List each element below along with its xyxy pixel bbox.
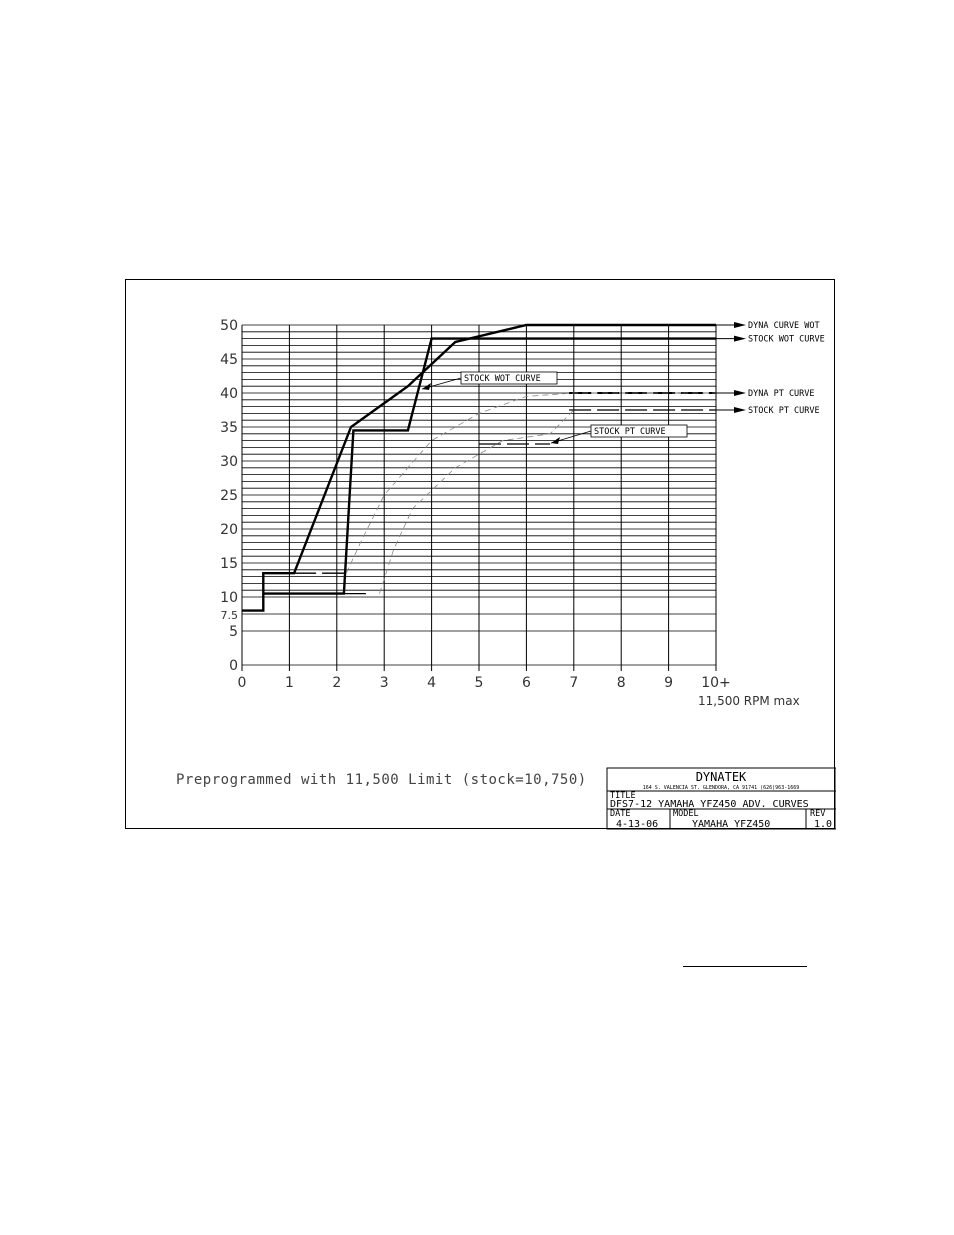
y-tick-label: 35 (220, 420, 238, 436)
y-tick-label: 20 (220, 522, 238, 538)
inner-label: STOCK PT CURVE (594, 427, 666, 437)
y-tick-label: 40 (220, 386, 238, 402)
x-tick-label: 1 (285, 675, 294, 691)
y-tick-label: 45 (220, 352, 238, 368)
title-block: DYNATEK 164 S. VALENCIA ST. GLENDORA, CA… (606, 767, 836, 830)
callout-label: STOCK PT CURVE (748, 406, 820, 416)
company-address: 164 S. VALENCIA ST. GLENDORA, CA 91741 (… (643, 785, 800, 791)
arrow-icon (734, 335, 746, 342)
drawing-frame: 0 1 2 3 4 5 6 7 8 9 10+ 0 5 7.5 10 15 20 25 30 35 40 45 50 11,5… (125, 279, 836, 830)
y-tick-label: 7.5 (221, 609, 239, 622)
x-tick-label: 5 (475, 675, 484, 691)
arrow-icon (734, 407, 746, 413)
inner-label: STOCK WOT CURVE (464, 374, 541, 384)
chart-note: Preprogrammed with 11,500 Limit (stock=1… (176, 772, 587, 788)
x-tick-label: 7 (569, 675, 578, 691)
arrow-icon (734, 322, 746, 328)
x-tick-label: 10+ (701, 675, 731, 691)
rev-value: 1.0 (814, 819, 832, 830)
title-label: TITLE (610, 791, 636, 801)
series-line-dyna-curve-wot (242, 323, 716, 612)
callout-label: DYNA PT CURVE (748, 389, 815, 399)
model-label: MODEL (673, 809, 699, 819)
y-tick-label: 10 (220, 590, 238, 606)
callout-label: DYNA CURVE WOT (748, 321, 820, 331)
y-tick-label: 5 (229, 624, 238, 640)
series-line-stock-wot-curve (263, 337, 716, 595)
x-axis-label: 11,500 RPM max (698, 694, 800, 708)
y-tick-label: 15 (220, 556, 238, 572)
model-value: YAMAHA YFZ450 (692, 819, 770, 830)
y-tick-label: 50 (220, 318, 238, 334)
series-line-stock-wot-curve-shadow (345, 392, 716, 574)
x-tick-label: 8 (617, 675, 626, 691)
arrow-icon (734, 390, 746, 396)
x-tick-label: 0 (238, 675, 247, 691)
chart: 0 1 2 3 4 5 6 7 8 9 10+057.510152025303540455011,5… (176, 318, 836, 830)
x-tick-label: 4 (427, 675, 436, 691)
rev-label: REV (810, 809, 825, 819)
x-tick-label: 6 (522, 675, 531, 691)
series-line-stock-pt-curve-shadow (379, 409, 575, 594)
y-tick-label: 30 (220, 454, 238, 470)
x-tick-label: 9 (664, 675, 673, 691)
company-name: DYNATEK (696, 770, 747, 784)
callout-label: STOCK WOT CURVE (748, 335, 825, 345)
y-tick-label: 0 (229, 658, 238, 674)
arrow-icon (551, 437, 560, 444)
date-label: DATE (610, 809, 630, 819)
title-value: DFS7-12 YAMAHA YFZ450 ADV. CURVES (610, 799, 809, 810)
arrow-icon (422, 383, 431, 390)
y-tick-label: 25 (220, 488, 238, 504)
signature-line (683, 966, 807, 967)
x-tick-label: 2 (332, 675, 341, 691)
date-value: 4-13-06 (616, 819, 658, 830)
x-tick-label: 3 (380, 675, 389, 691)
